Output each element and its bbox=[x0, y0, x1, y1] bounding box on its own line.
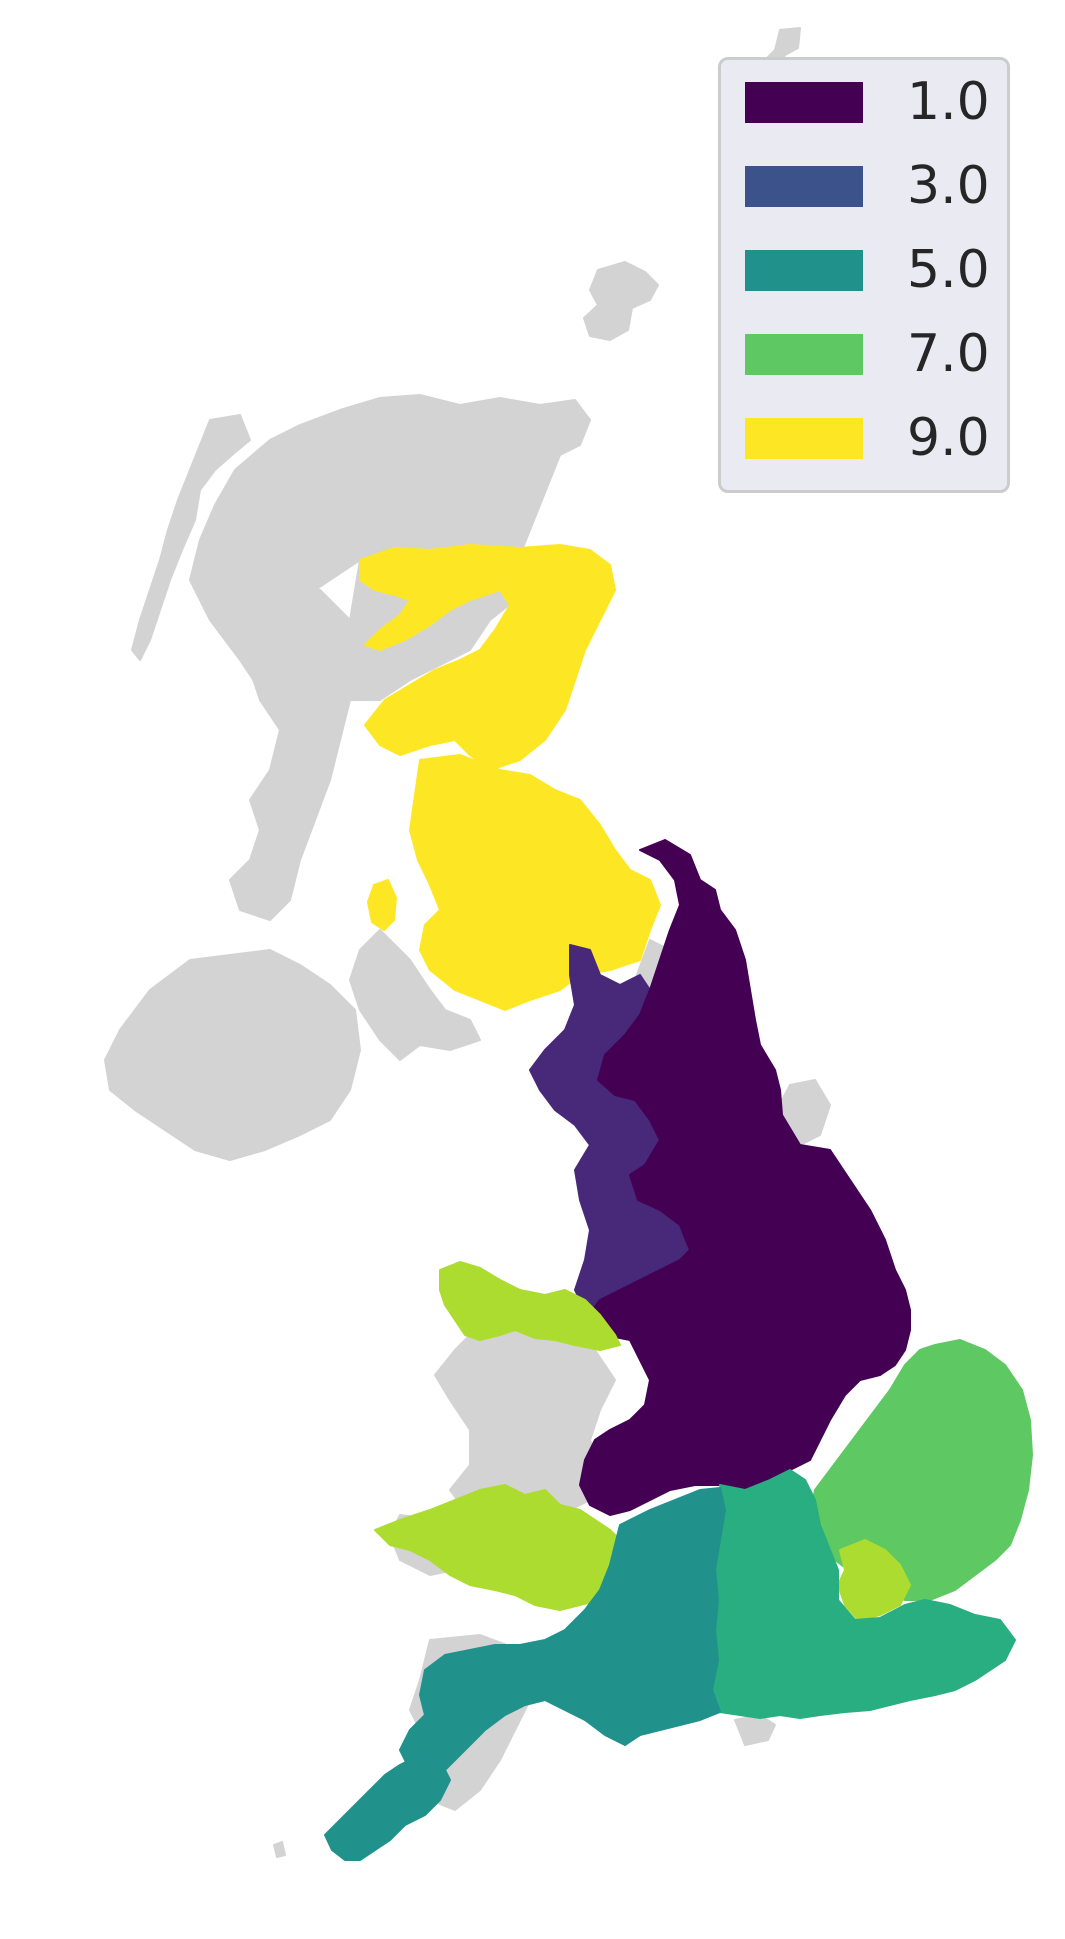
western-isles bbox=[131, 414, 251, 661]
legend-label-7: 7.0 bbox=[907, 324, 990, 384]
western-highlands-islands bbox=[229, 559, 361, 921]
legend-entry-9: 9.0 bbox=[721, 396, 1007, 480]
region-south-scotland bbox=[409, 754, 661, 1011]
region-cornwall bbox=[324, 1754, 451, 1861]
legend-label-9: 9.0 bbox=[907, 408, 990, 468]
map-legend: 1.0 3.0 5.0 7.0 9.0 bbox=[718, 57, 1010, 493]
legend-entry-5: 5.0 bbox=[721, 228, 1007, 312]
ayrshire-galloway-grey bbox=[349, 929, 481, 1061]
legend-swatch-5 bbox=[745, 250, 863, 291]
isle-of-wight bbox=[734, 1714, 776, 1746]
region-north-east-yorkshire-east-midlands bbox=[579, 839, 911, 1516]
legend-swatch-9 bbox=[745, 418, 863, 459]
legend-swatch-1 bbox=[745, 82, 863, 123]
northern-ireland bbox=[104, 949, 361, 1161]
region-east-of-england bbox=[809, 1339, 1033, 1601]
legend-swatch-3 bbox=[745, 166, 863, 207]
region-north-east-scotland bbox=[359, 544, 616, 771]
scilly-isles bbox=[273, 1841, 286, 1858]
legend-entry-1: 1.0 bbox=[721, 60, 1007, 144]
shaded-regions bbox=[324, 544, 1033, 1861]
legend-label-5: 5.0 bbox=[907, 240, 990, 300]
region-south-west-england bbox=[399, 1487, 726, 1781]
region-isle-of-arran bbox=[367, 879, 397, 931]
legend-entry-7: 7.0 bbox=[721, 312, 1007, 396]
legend-entry-3: 3.0 bbox=[721, 144, 1007, 228]
region-north-wales bbox=[439, 1261, 621, 1351]
legend-label-3: 3.0 bbox=[907, 156, 990, 216]
legend-swatch-7 bbox=[745, 334, 863, 375]
orkney-islands bbox=[583, 261, 659, 341]
region-hertfordshire bbox=[837, 1539, 911, 1621]
legend-label-1: 1.0 bbox=[907, 72, 990, 132]
